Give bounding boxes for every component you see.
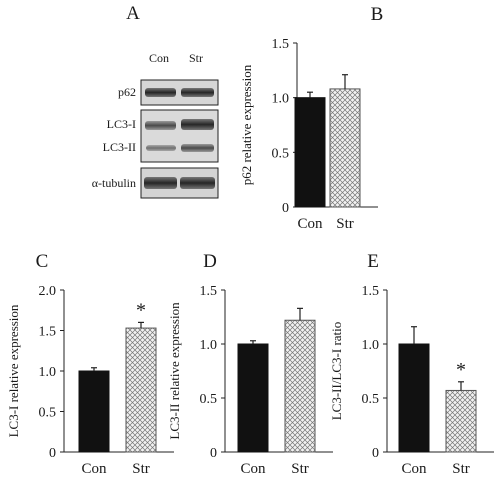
panel-letter-d: D: [203, 251, 217, 272]
y-tick-label: 1.0: [200, 338, 218, 353]
bar-con: [78, 370, 110, 453]
bar-con: [398, 343, 430, 453]
blot-band-lc3-i-str: [181, 119, 214, 130]
category-label-con: Con: [297, 216, 323, 232]
category-label-con: Con: [401, 461, 427, 477]
y-tick-label: 1.5: [362, 284, 380, 299]
y-tick-label: 0: [282, 201, 289, 216]
lane-label-str: Str: [189, 51, 203, 65]
blot-band-lc3-ii-str: [181, 144, 214, 152]
y-axis-title: LC3-I relative expression: [6, 304, 21, 437]
y-tick-label: 0.5: [272, 146, 290, 161]
y-tick-label: 1.0: [362, 338, 380, 353]
bar-str: [125, 327, 157, 453]
panel-letter-a: A: [126, 3, 140, 24]
band-label-lc3-ii: LC3-II: [103, 140, 136, 154]
category-label-con: Con: [240, 461, 266, 477]
y-tick-label: 0: [210, 446, 217, 461]
bar-con: [294, 97, 326, 208]
y-tick-label: 1.0: [272, 92, 290, 107]
significance-marker: *: [136, 299, 146, 321]
western-blot-panel: A Con Str p62 LC3-I LC3-II α-tubulin: [92, 3, 219, 199]
panel-letter-e: E: [367, 251, 379, 272]
blot-strip-lc3: [140, 109, 219, 163]
y-tick-label: 2.0: [39, 284, 57, 299]
y-tick-label: 1.0: [39, 365, 57, 380]
y-axis-title: LC3-II/LC3-I ratio: [329, 322, 344, 421]
category-label-str: Str: [291, 461, 309, 477]
y-axis-title: p62 relative expression: [239, 64, 254, 185]
y-tick-label: 1.5: [272, 37, 290, 52]
blot-band-p62-con: [145, 88, 176, 97]
y-tick-label: 0.5: [39, 406, 57, 421]
blot-band-tubulin-str: [180, 177, 215, 189]
blot-band-lc3-ii-con: [146, 145, 176, 151]
panel-letter-c: C: [36, 251, 49, 272]
blot-band-p62-str: [181, 88, 214, 97]
bar-str: [284, 319, 316, 453]
lane-label-con: Con: [149, 51, 169, 65]
chart-panel-c: C LC3-I relative expression 0 0.5 1.0 1.5 2.0 C…: [6, 251, 174, 477]
chart-panel-e: E LC3-II/LC3-I ratio 0 0.5 1.0 1.5 Con Str *: [329, 251, 494, 477]
y-tick-label: 0: [49, 446, 56, 461]
category-label-str: Str: [336, 216, 354, 232]
y-tick-label: 0.5: [200, 392, 218, 407]
bar-str: [445, 389, 477, 453]
y-axis-title: LC3-II relative expression: [167, 302, 182, 440]
significance-marker: *: [456, 359, 466, 381]
blot-band-tubulin-con: [144, 177, 177, 189]
chart-panel-d: D LC3-II relative expression 0 0.5 1.0 1.5 Con…: [167, 251, 333, 477]
y-tick-label: 0: [372, 446, 379, 461]
panel-letter-b: B: [371, 4, 384, 25]
category-label-str: Str: [132, 461, 150, 477]
band-label-alpha-tubulin: α-tubulin: [92, 176, 136, 190]
y-tick-label: 1.5: [200, 284, 218, 299]
bar-con: [237, 343, 269, 453]
y-tick-label: 0.5: [362, 392, 380, 407]
band-label-lc3-i: LC3-I: [107, 117, 136, 131]
band-label-p62: p62: [118, 85, 136, 99]
bar-str: [329, 88, 361, 208]
y-tick-label: 1.5: [39, 325, 57, 340]
blot-band-lc3-i-con: [145, 121, 176, 130]
category-label-str: Str: [452, 461, 470, 477]
category-label-con: Con: [81, 461, 107, 477]
